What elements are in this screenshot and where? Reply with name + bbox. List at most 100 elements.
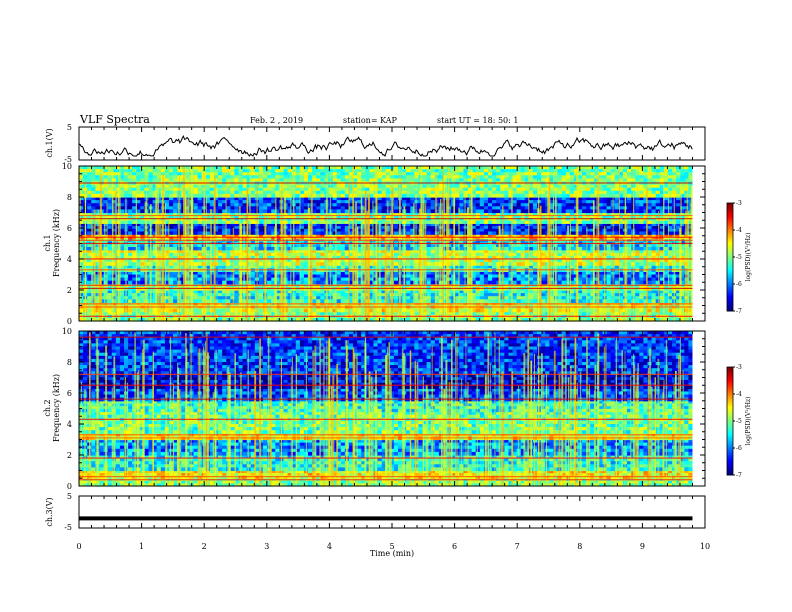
spectrogram-cell [173,308,178,313]
spectrogram-cell [459,265,465,269]
spectrogram-cell [312,290,317,294]
spectrogram-cell [295,293,301,297]
spectrogram-cell [140,280,146,285]
spectrogram-cell [193,265,199,269]
spectrogram-cell [410,311,415,316]
spectrogram-cell [332,293,338,297]
spectrogram-cell [299,274,305,279]
spectrogram-cell [316,231,321,235]
spectrogram-cell [213,255,219,260]
spectrogram-cell [598,274,604,279]
spectrogram-cell [651,311,657,316]
spectrogram-cell [492,308,497,313]
spectrogram-cell [381,293,387,297]
spectrogram-cell [226,246,231,251]
spectrogram-cell [647,252,653,257]
spectrogram-cell [267,280,272,285]
spectrogram-cell [447,265,452,269]
spectrogram-cell [250,231,256,235]
spectrogram-cell [647,259,653,263]
spectrogram-cell [676,265,681,269]
spectrogram-cell [87,290,92,294]
spectrogram-cell [504,265,510,269]
spectrogram-cell [267,277,272,282]
spectrogram-cell [103,317,109,322]
spectrogram-cell [136,293,141,297]
spectrogram-cell [532,262,538,266]
spectrogram-cell [299,265,305,269]
spectrogram-cell [230,317,236,322]
spectrogram-cell [316,308,321,313]
spectrogram-cell [667,252,673,257]
spectrogram-cell [218,280,223,285]
spectrogram-cell [303,311,309,316]
spectrogram-cell [320,246,325,251]
spectrogram-cell [455,274,460,279]
spectrogram-cell [532,249,538,254]
spectrogram-cell [222,265,227,269]
spectrogram-cell [287,280,293,285]
spectrogram-cell [483,311,489,316]
spectrogram-cell [271,308,276,313]
spectrogram-cell [532,277,538,282]
spectrogram-cell [246,255,252,260]
spectrogram-cell [234,290,240,294]
spectrogram-cell [635,274,640,279]
spectrogram-cell [348,280,354,285]
spectrogram-cell [267,252,272,257]
spectrogram-cell [406,252,411,257]
spectrogram-cell [639,249,645,254]
spectrogram-cell [87,311,92,316]
spectrogram-cell [381,290,387,294]
spectrogram-cell [197,249,203,254]
spectrogram-cell [226,271,231,276]
spectrogram-cell [606,277,612,282]
spectrogram-cell [213,249,219,254]
spectrogram-cell [230,290,236,294]
spectrogram-cell [577,265,583,269]
spectrogram-cell [406,255,411,260]
spectrogram-cell [119,274,125,279]
spectrogram-cell [410,255,415,260]
spectrogram-cell [479,308,485,313]
spectrogram-cell [357,249,362,254]
spectrogram-cell [663,262,669,266]
spectrogram-cell [635,249,640,254]
spectrogram-cell [479,262,485,266]
spectrogram-cell [369,280,375,285]
spectrogram-cell [684,271,689,276]
spectrogram-cell [393,252,399,257]
spectrogram-cell [414,271,420,276]
spectrogram-cell [414,280,420,285]
spectrogram-cell [492,293,497,297]
spectrogram-cell [242,277,248,282]
spectrogram-cell [598,249,604,254]
spectrogram-cell [520,311,526,316]
spectrogram-cell [393,299,399,303]
spectrogram-cell [471,317,477,322]
spectrogram-cell [299,308,305,313]
spectrogram-cell [209,299,215,303]
spectrogram-cell [447,277,452,282]
spectrogram-cell [209,271,215,276]
spectrogram-cell [152,293,158,297]
spectrogram-cell [475,265,481,269]
spectrogram-cell [528,265,534,269]
spectrogram-cell [132,277,137,282]
spectrogram-cell [430,280,436,285]
spectrogram-cell [447,280,452,285]
spectrogram-cell [557,317,563,322]
spectrogram-cell [582,255,587,260]
spectrogram-cell [316,265,321,269]
spectrogram-cell [663,255,669,260]
spectrogram-cell [569,277,575,282]
spectrogram-cell [475,290,481,294]
spectrogram-cell [487,249,493,254]
spectrogram-cell [316,311,321,316]
spectrogram-cell [103,271,109,276]
spectrogram-cell [381,252,387,257]
spectrogram-cell [222,255,227,260]
spectrogram-cell [614,246,620,251]
spectrogram-cell [643,296,649,300]
